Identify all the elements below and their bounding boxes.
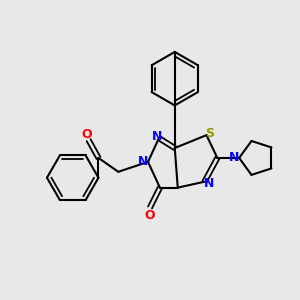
- Text: N: N: [204, 177, 214, 190]
- Text: N: N: [229, 152, 239, 164]
- Text: O: O: [145, 209, 155, 222]
- Text: S: S: [205, 127, 214, 140]
- Text: N: N: [152, 130, 162, 142]
- Text: O: O: [81, 128, 92, 141]
- Text: N: N: [138, 155, 148, 168]
